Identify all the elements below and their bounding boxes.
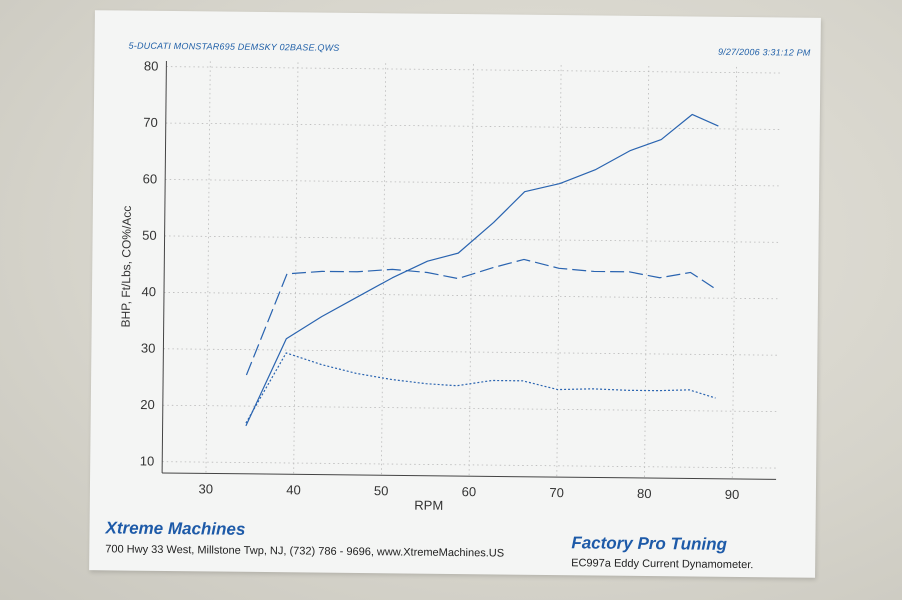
x-axis-line	[162, 472, 777, 480]
y-tick-label: 30	[141, 341, 156, 356]
y-gridline	[162, 461, 777, 469]
x-tick-label: 40	[286, 482, 301, 497]
x-gridline	[293, 62, 299, 475]
y-tick-label: 10	[140, 453, 155, 468]
y-gridline	[162, 404, 777, 413]
x-gridline	[731, 66, 737, 479]
x-tick-label: 80	[637, 486, 652, 501]
x-tick-label: 90	[725, 487, 740, 502]
x-gridline	[644, 66, 650, 478]
series-line-solid	[245, 113, 719, 427]
y-gridline	[163, 291, 778, 300]
series-line-dashed	[245, 258, 717, 376]
y-tick-label: 80	[144, 58, 159, 73]
x-tick-label: 50	[374, 483, 389, 498]
dyno-model: EC997a Eddy Current Dynamometer.	[571, 557, 754, 572]
series-line-dotted	[245, 352, 716, 424]
dyno-sheet: 5-DUCATI MONSTAR695 DEMSKY 02BASE.QWS 9/…	[89, 10, 821, 578]
y-gridline	[163, 348, 778, 356]
y-axis-line	[161, 60, 167, 473]
y-gridline	[164, 235, 779, 243]
x-tick-label: 70	[549, 485, 564, 500]
x-gridline	[380, 63, 387, 476]
x-tick-label: 60	[462, 484, 477, 499]
dyno-brand: Factory Pro Tuning	[571, 533, 728, 554]
y-gridline	[165, 122, 780, 130]
shop-address: 700 Hwy 33 West, Millstone Twp, NJ, (732…	[105, 543, 505, 560]
x-gridline	[205, 61, 211, 474]
y-tick-label: 40	[141, 284, 156, 299]
x-axis-label: RPM	[414, 498, 443, 513]
x-gridline	[556, 65, 562, 478]
y-tick-label: 60	[143, 171, 158, 186]
shop-name: Xtreme Machines	[105, 518, 246, 539]
y-tick-label: 50	[142, 228, 157, 243]
y-axis-label: BHP, Ft/Lbs, CO%/Acc	[119, 206, 134, 328]
y-gridline	[166, 66, 781, 74]
y-tick-label: 20	[140, 397, 155, 412]
x-tick-label: 30	[198, 481, 213, 496]
y-tick-label: 70	[143, 115, 158, 130]
dyno-chart: 30 40 50 60 70 80 90 10 20 30 40 50 60 70 80 RPM BHP, Ft…	[119, 58, 781, 513]
y-gridline	[165, 179, 780, 187]
x-gridline	[468, 64, 474, 477]
